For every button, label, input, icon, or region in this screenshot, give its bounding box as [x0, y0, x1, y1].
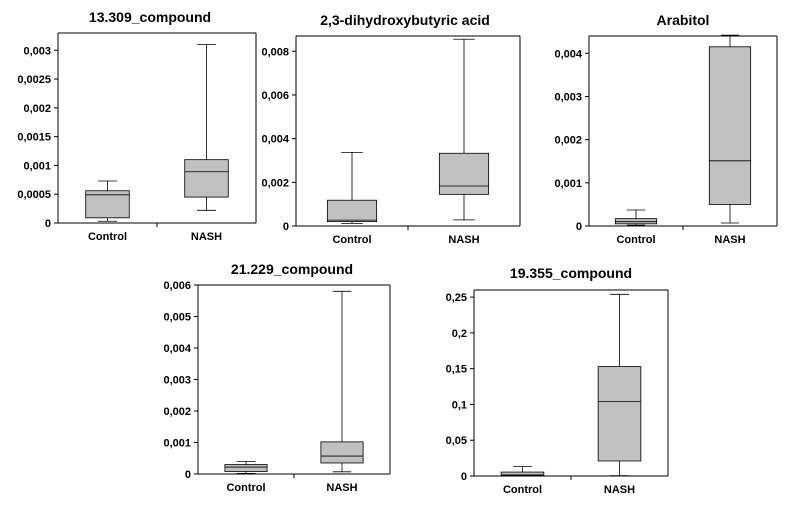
y-tick-label: 0,0005 [17, 189, 51, 201]
y-tick-label: 0,003 [163, 375, 191, 387]
y-tick-label: 0,008 [261, 46, 289, 58]
y-tick-label: 0,002 [23, 103, 51, 115]
chart-title: 2,3-dihydroxybutyric acid [320, 12, 490, 28]
y-tick-label: 0,004 [261, 134, 289, 146]
y-tick-label: 0,2 [452, 328, 467, 340]
box-plot-nash [184, 44, 229, 211]
iqr-box [500, 471, 545, 476]
chart-title: 13.309_compound [89, 9, 211, 25]
x-category-label: Control [503, 484, 542, 496]
chart-panel: 2,3-dihydroxybutyric acid 0 0,002 0,004 0,00… [261, 12, 521, 246]
x-category-label: Control [616, 234, 655, 246]
x-category-label: NASH [448, 234, 479, 246]
y-tick-label: 0 [45, 218, 51, 230]
box-plot-nash [320, 290, 364, 473]
x-category-label: Control [226, 482, 265, 494]
y-tick-label: 0,001 [554, 178, 582, 190]
x-category-label: NASH [604, 484, 635, 496]
iqr-box [320, 441, 364, 464]
x-category-label: Control [332, 234, 371, 246]
y-tick-label: 0 [461, 471, 467, 483]
y-tick-label: 0,1 [452, 399, 467, 411]
x-category-label: NASH [714, 234, 745, 246]
y-tick-label: 0,0015 [17, 132, 51, 144]
x-category-label: NASH [191, 231, 222, 243]
iqr-box [614, 218, 658, 225]
y-tick-label: 0 [185, 469, 191, 481]
y-tick-label: 0,003 [23, 45, 51, 57]
y-tick-label: 0,0025 [17, 74, 51, 86]
box-plot-control [326, 152, 378, 224]
y-tick-label: 0,05 [446, 435, 467, 447]
y-tick-label: 0,002 [554, 135, 582, 147]
iqr-box [326, 199, 378, 223]
y-tick-label: 0,004 [554, 48, 582, 60]
box-plot-control [224, 460, 268, 474]
box-plot-control [500, 465, 545, 477]
y-tick-label: 0,002 [261, 177, 289, 189]
box-plot-control [614, 209, 658, 226]
x-category-label: Control [88, 231, 127, 243]
chart-panel: Arabitol 0 0,001 0,002 0,003 0,004 Control NASH [554, 12, 778, 246]
chart-title: 21.229_compound [231, 261, 353, 277]
y-tick-label: 0,006 [261, 90, 289, 102]
box-plot-control [85, 180, 130, 222]
iqr-box [597, 366, 642, 462]
iqr-box [184, 159, 229, 198]
y-tick-label: 0,25 [446, 292, 467, 304]
box-plot-nash [438, 38, 490, 221]
chart-title: Arabitol [657, 12, 710, 28]
y-tick-label: 0 [283, 221, 289, 233]
chart-panel: 21.229_compound 0 0,001 0,002 0,003 0,004 0,00… [163, 261, 391, 494]
iqr-box [438, 152, 490, 195]
y-tick-label: 0,001 [23, 160, 51, 172]
box-plot-nash [708, 34, 752, 224]
y-tick-label: 0,001 [163, 438, 191, 450]
y-tick-label: 0,004 [163, 343, 191, 355]
y-tick-label: 0,005 [163, 312, 191, 324]
y-tick-label: 0,006 [163, 280, 191, 292]
y-tick-label: 0,003 [554, 91, 582, 103]
chart-panel: 13.309_compound 0 0,0005 0,001 0,0015 0,002 0,… [17, 9, 257, 243]
y-tick-label: 0,15 [446, 364, 467, 376]
iqr-box [85, 190, 130, 219]
y-tick-label: 0 [576, 221, 582, 233]
iqr-box [224, 464, 268, 472]
x-category-label: NASH [326, 482, 357, 494]
iqr-box [708, 46, 752, 205]
chart-title: 19.355_compound [510, 265, 632, 281]
y-tick-label: 0,002 [163, 406, 191, 418]
chart-panel: 19.355_compound 0 0,05 0,1 0,15 0,2 0,25 Contro… [446, 265, 669, 496]
box-plot-nash [597, 293, 642, 477]
